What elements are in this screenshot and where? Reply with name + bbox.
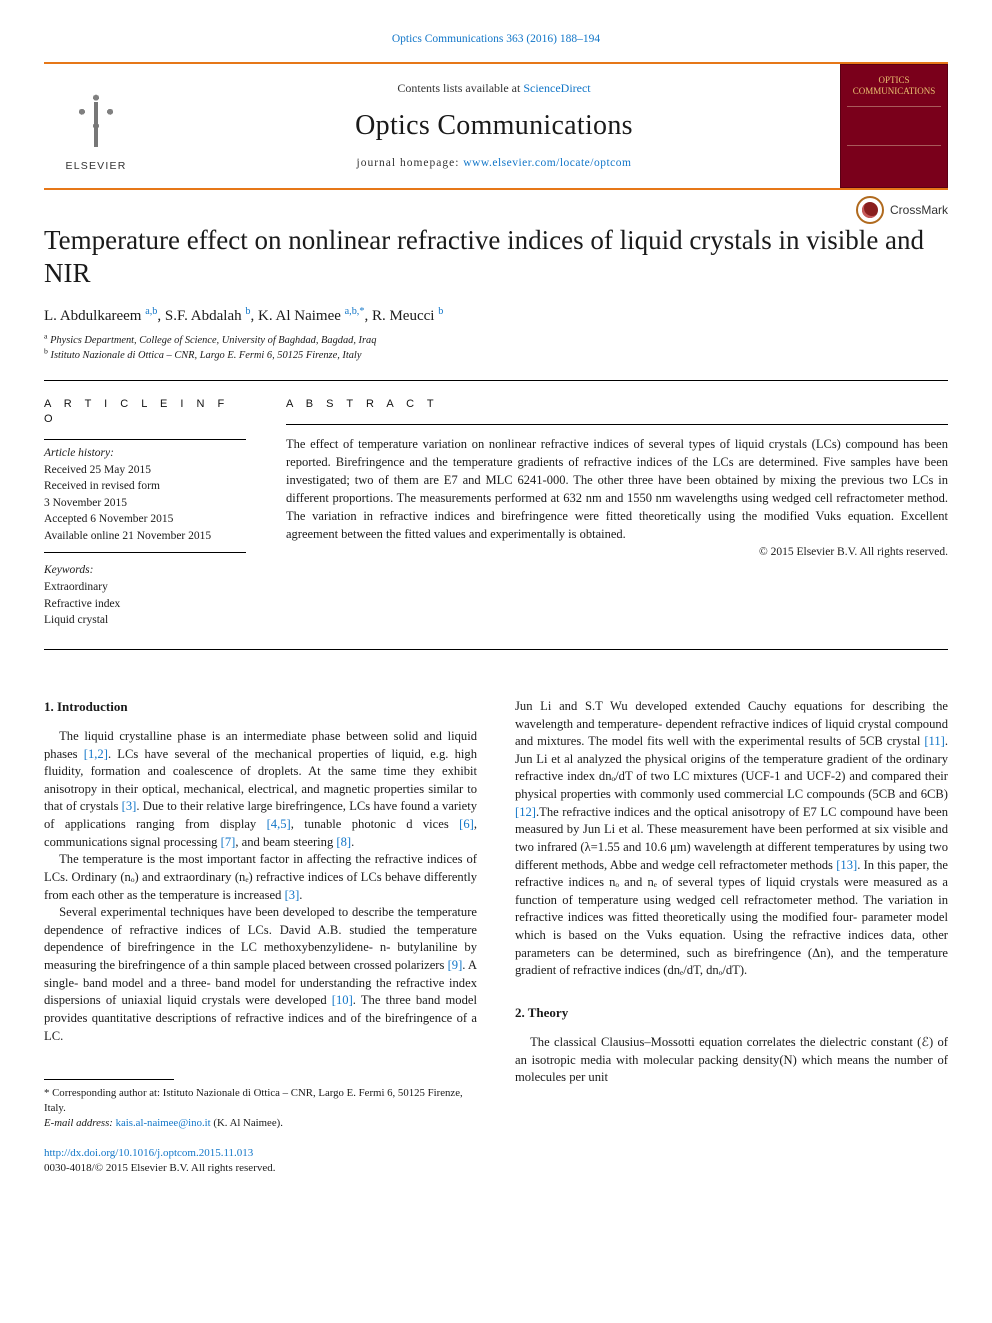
home-prefix: journal homepage: [357, 157, 464, 169]
para-3: Several experimental techniques have bee… [44, 904, 477, 1045]
journal-homepage-link[interactable]: www.elsevier.com/locate/optcom [463, 157, 631, 169]
ref-link[interactable]: [8] [336, 835, 351, 849]
ref-link[interactable]: [13] [836, 858, 857, 872]
corresponding-note: * Corresponding author at: Istituto Nazi… [44, 1086, 477, 1116]
sciencedirect-link[interactable]: ScienceDirect [523, 81, 590, 95]
ref-link[interactable]: [7] [221, 835, 236, 849]
journal-header-band: ELSEVIER Contents lists available at Sci… [44, 62, 948, 190]
crossmark-badge[interactable]: CrossMark [856, 196, 948, 224]
body-columns: 1. Introduction The liquid crystalline p… [44, 698, 948, 1176]
abstract-block: A B S T R A C T The effect of temperatur… [286, 397, 948, 629]
avail-prefix: Contents lists available at [397, 81, 523, 95]
contents-available: Contents lists available at ScienceDirec… [148, 80, 840, 97]
abstract-copyright: © 2015 Elsevier B.V. All rights reserved… [286, 545, 948, 561]
email-label: E-mail address: [44, 1117, 116, 1129]
journal-homepage: journal homepage: www.elsevier.com/locat… [148, 156, 840, 172]
article-info-heading: A R T I C L E I N F O [44, 397, 246, 427]
ref-link[interactable]: [3] [122, 799, 137, 813]
publisher-logo-block: ELSEVIER [44, 70, 148, 182]
para-1: The liquid crystalline phase is an inter… [44, 728, 477, 851]
elsevier-tree-icon [57, 79, 135, 157]
abstract-text: The effect of temperature variation on n… [286, 435, 948, 544]
abstract-rule [286, 424, 948, 425]
email-line: E-mail address: kais.al-naimee@ino.it (K… [44, 1116, 477, 1131]
citation-header: Optics Communications 363 (2016) 188–194 [44, 32, 948, 48]
email-link[interactable]: kais.al-naimee@ino.it [116, 1117, 211, 1129]
issn-copyright: 0030-4018/© 2015 Elsevier B.V. All right… [44, 1161, 477, 1176]
journal-cover-thumb: OPTICS COMMUNICATIONS [840, 64, 948, 188]
crossmark-icon [856, 196, 884, 224]
cover-body-art [847, 106, 941, 146]
keywords-rule [44, 552, 246, 553]
doi-link[interactable]: http://dx.doi.org/10.1016/j.optcom.2015.… [44, 1147, 253, 1159]
rule-above-meta [44, 380, 948, 381]
para-4: Jun Li and S.T Wu developed extended Cau… [515, 698, 948, 980]
doi-line: http://dx.doi.org/10.1016/j.optcom.2015.… [44, 1146, 477, 1161]
ref-link[interactable]: [3] [285, 888, 300, 902]
ref-link[interactable]: [9] [448, 958, 463, 972]
ref-link[interactable]: [4,5] [267, 817, 291, 831]
ref-link[interactable]: [1,2] [84, 747, 108, 761]
article-info-block: A R T I C L E I N F O Article history: R… [44, 397, 246, 629]
section-title-theory: 2. Theory [515, 1004, 948, 1022]
para-5: The classical Clausius–Mossotti equation… [515, 1034, 948, 1087]
ref-link[interactable]: [6] [459, 817, 474, 831]
ref-link[interactable]: [11] [924, 734, 945, 748]
right-column: Jun Li and S.T Wu developed extended Cau… [515, 698, 948, 1176]
affiliations: a Physics Department, College of Science… [44, 334, 948, 363]
crossmark-label: CrossMark [890, 202, 948, 219]
journal-name: Optics Communications [148, 107, 840, 146]
history-label: Article history: [44, 446, 246, 462]
history-lines: Received 25 May 2015Received in revised … [44, 462, 246, 545]
ref-link[interactable]: [12] [515, 805, 536, 819]
footnote-rule [44, 1079, 174, 1080]
keywords-lines: ExtraordinaryRefractive indexLiquid crys… [44, 579, 246, 629]
article-title: Temperature effect on nonlinear refracti… [44, 224, 948, 290]
keywords-label: Keywords: [44, 563, 246, 579]
email-of: (K. Al Naimee). [211, 1117, 283, 1129]
ref-link[interactable]: [10] [332, 993, 353, 1007]
cover-title: OPTICS COMMUNICATIONS [847, 75, 941, 97]
abstract-heading: A B S T R A C T [286, 397, 948, 412]
publisher-wordmark: ELSEVIER [66, 159, 127, 173]
author-list: L. Abdulkareem a,b, S.F. Abdalah b, K. A… [44, 306, 948, 327]
article-info-rule [44, 439, 246, 440]
journal-header-center: Contents lists available at ScienceDirec… [148, 80, 840, 171]
section-title-intro: 1. Introduction [44, 698, 477, 716]
meta-and-abstract: A R T I C L E I N F O Article history: R… [44, 397, 948, 629]
rule-below-meta [44, 649, 948, 650]
left-column: 1. Introduction The liquid crystalline p… [44, 698, 477, 1176]
para-2: The temperature is the most important fa… [44, 851, 477, 904]
citation-link[interactable]: Optics Communications 363 (2016) 188–194 [392, 33, 600, 45]
